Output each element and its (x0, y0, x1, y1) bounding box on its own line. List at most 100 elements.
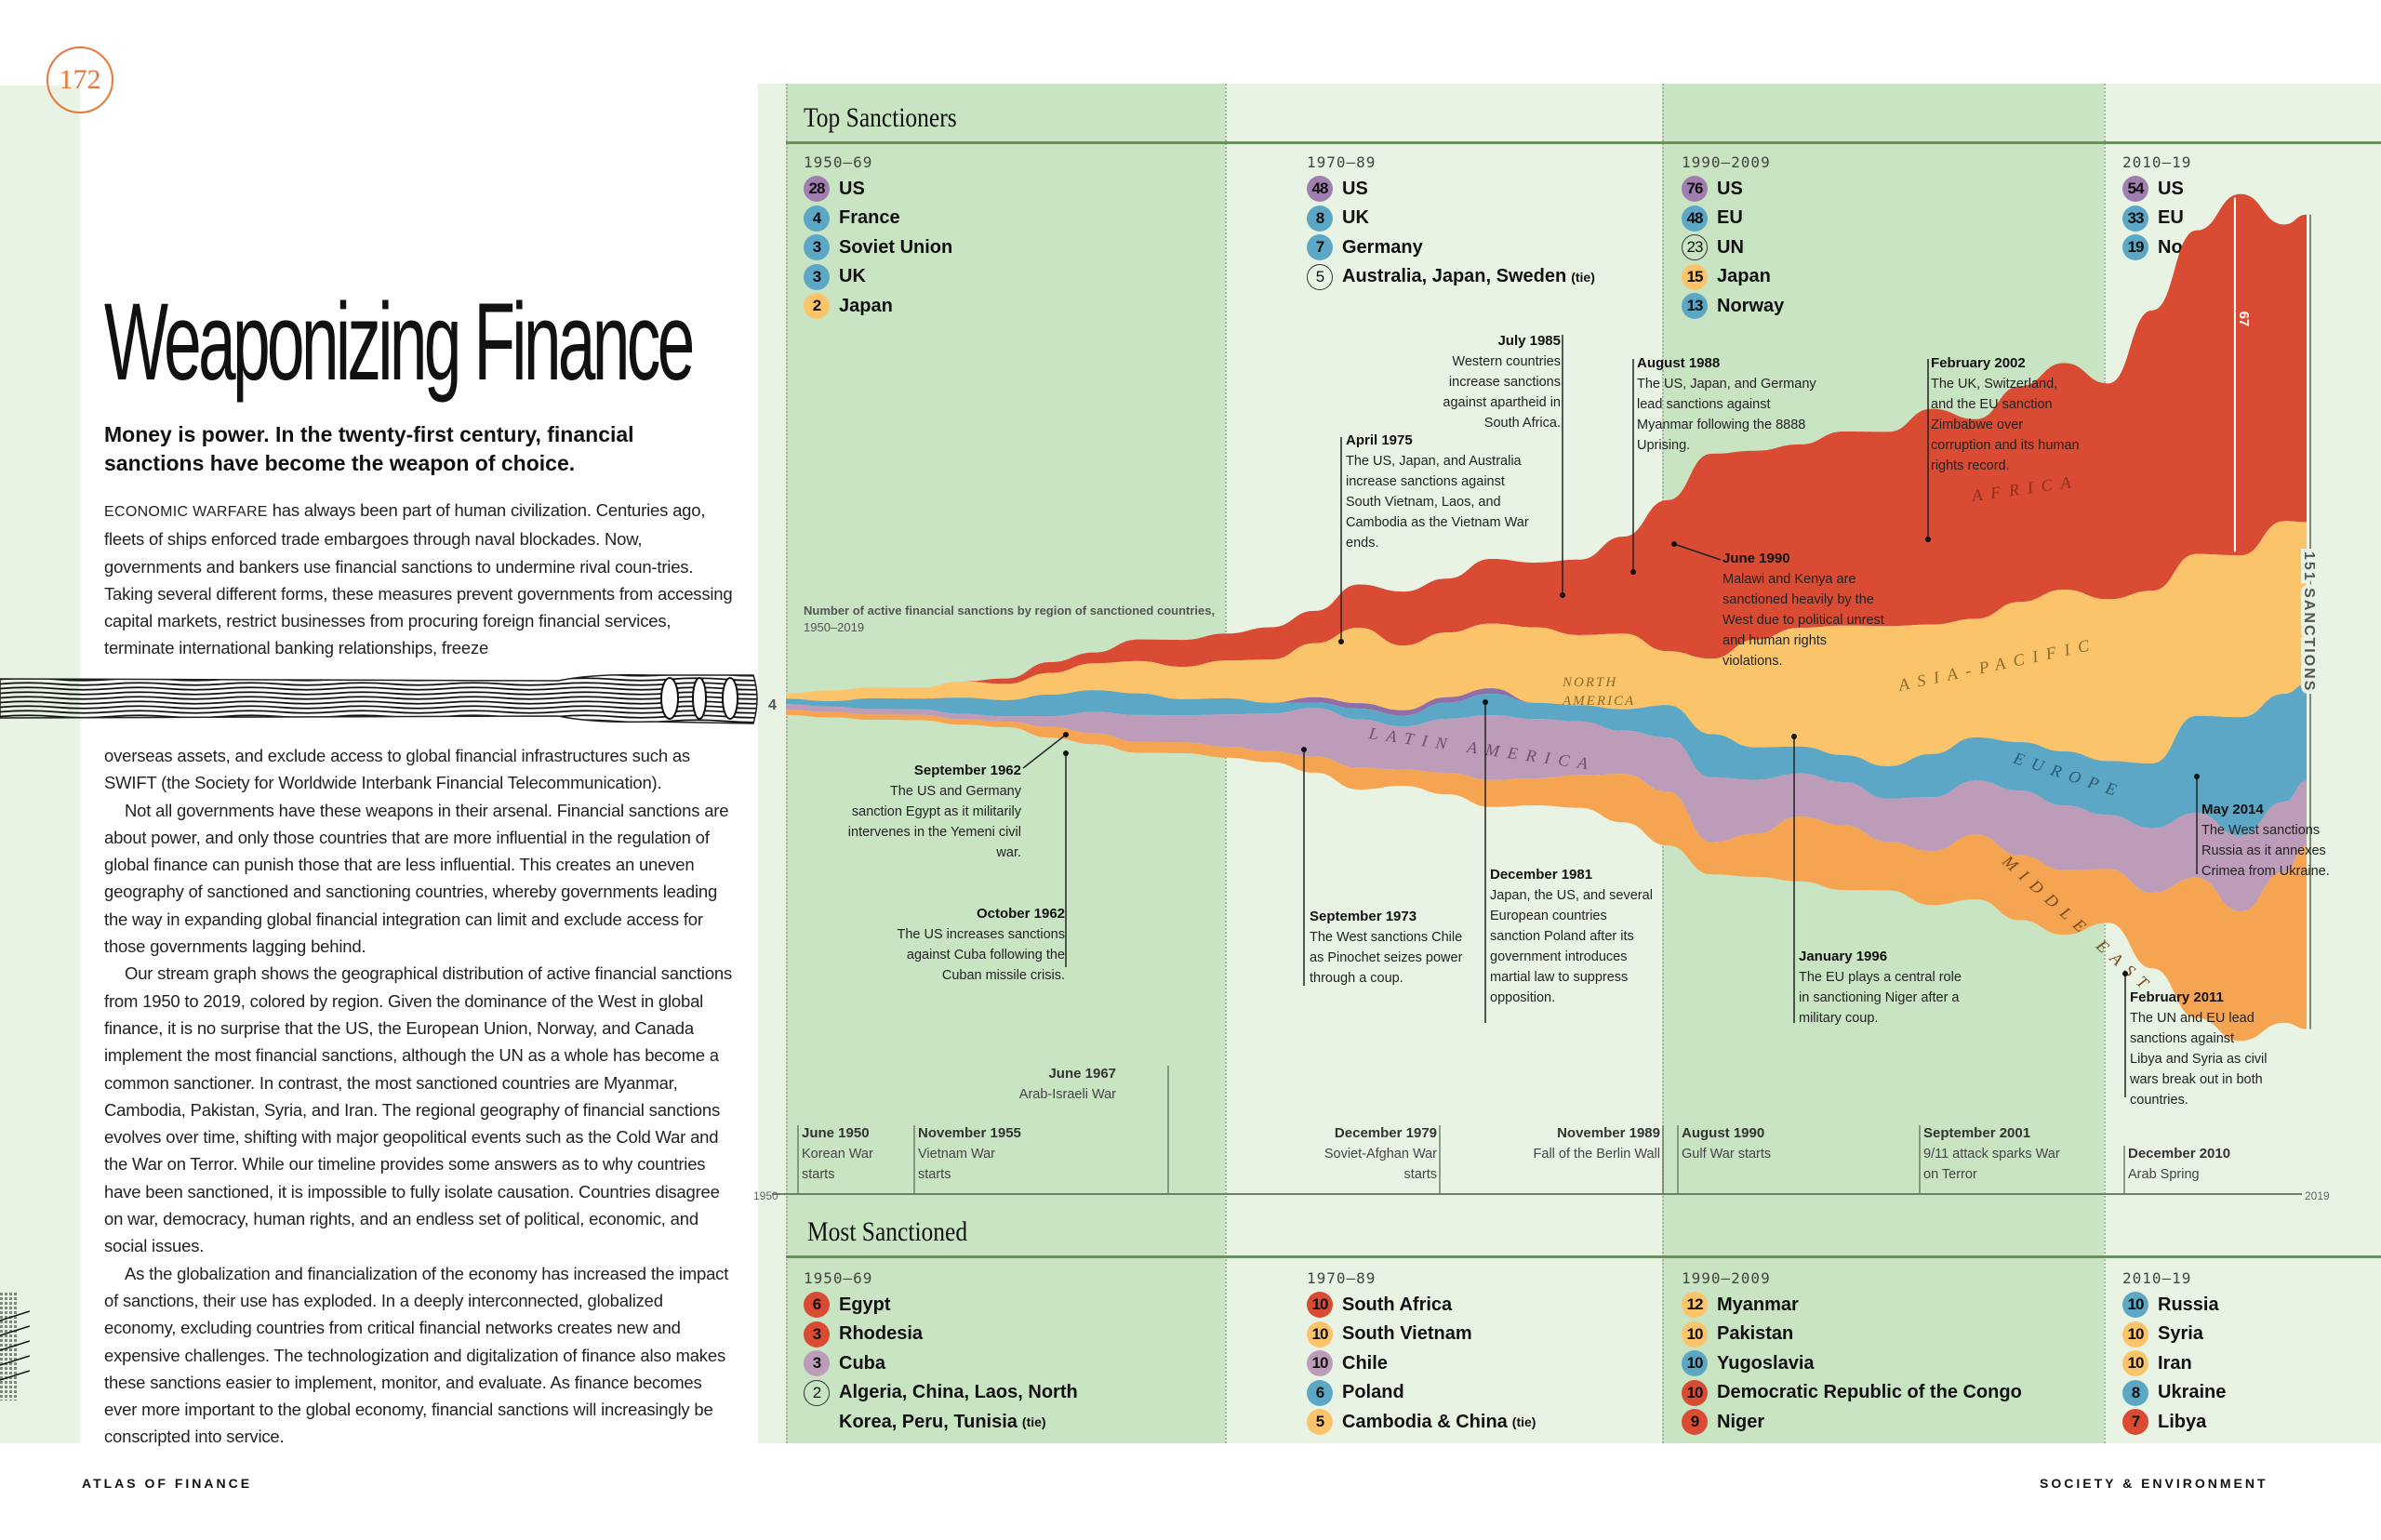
top_sanctioners-period-label: 1970–89 (1307, 153, 1377, 171)
top_sanctioners-period-label: 1990–2009 (1682, 153, 1771, 171)
most_sanctioned-list-item: 10 Iran (2122, 1350, 2192, 1376)
leader-dot (1560, 592, 1565, 598)
annotation-text: The UK, Switzerland, and the EU sanction… (1931, 377, 2080, 473)
count-badge: 3 (804, 234, 830, 260)
event-date: June 1950 (802, 1125, 870, 1141)
event-annotation: December 1981 Japan, the US, and several … (1490, 865, 1657, 1008)
leader-dot (1483, 699, 1488, 705)
top_sanctioners-list-item: 8 UK (1307, 205, 1369, 232)
timeline-event: December 1979 Soviet-Afghan War starts (1302, 1123, 1437, 1185)
stream-latin-america (786, 704, 2307, 912)
tie-label: (tie) (1571, 269, 1595, 285)
x-end-label: 2019 (2305, 1189, 2330, 1202)
country-name: Germany (1342, 236, 1423, 258)
country-name: EU (1717, 207, 1743, 228)
lead-smallcaps: ECONOMIC WARFARE (104, 504, 268, 520)
most_sanctioned-list-item: 5 Cambodia & China (tie) (1307, 1409, 1536, 1435)
top_sanctioners-period-label: 1950–69 (804, 153, 873, 171)
stream-middle-east (786, 710, 2307, 1042)
event-annotation: August 1988 The US, Japan, and Germany le… (1637, 353, 1823, 456)
timeline-event: December 2010 Arab Spring (2128, 1144, 2249, 1185)
count-badge: 3 (804, 1321, 830, 1348)
top_sanctioners-list-item: 7 Germany (1307, 234, 1423, 260)
event-text: 9/11 attack sparks War on Terror (1923, 1147, 2060, 1182)
leader-dot (2122, 971, 2128, 976)
x-start-label: 1950 (753, 1189, 778, 1202)
body-text-bottom: overseas assets, and exclude access to g… (104, 742, 737, 1451)
count-badge: 10 (1682, 1350, 1708, 1376)
country-name: Soviet Union (839, 236, 953, 258)
country-name: UK (839, 266, 866, 286)
event-annotation: June 1990 Malawi and Kenya are sanctioned… (1723, 549, 1890, 671)
count-badge: 3 (804, 263, 830, 290)
annotation-date: February 2011 (2130, 989, 2224, 1005)
leader-dot (1791, 734, 1797, 739)
count-badge: 10 (1682, 1379, 1708, 1406)
tie-label: (tie) (1511, 1414, 1536, 1429)
annotation-text: Western countries increase sanctions aga… (1443, 354, 1561, 431)
count-badge: 2 (804, 293, 830, 319)
top_sanctioners-period-label: 2010–19 (2122, 153, 2192, 171)
event-annotation: May 2014 The West sanctions Russia as it … (2201, 800, 2350, 882)
country-name: UN (1717, 236, 1744, 258)
top_sanctioners-list-item: 15 Japan (1682, 263, 1771, 290)
most_sanctioned-list-item: 3 Rhodesia (804, 1321, 923, 1348)
timeline-event: August 1990 Gulf War starts (1682, 1123, 1784, 1164)
page-title: Weaponizing Finance (104, 281, 695, 404)
count-badge: 8 (2122, 1379, 2148, 1406)
event-annotation: October 1962 The US increases sanctions a… (874, 904, 1065, 986)
top_sanctioners-list-item: 54 US (2122, 176, 2184, 202)
region-label-north-america: NORTH (1562, 675, 1617, 690)
most_sanctioned-list-item: 6 Poland (1307, 1379, 1404, 1406)
country-name: Cuba (839, 1352, 885, 1374)
leader-dot (2194, 774, 2200, 779)
page-number: 172 (47, 46, 113, 113)
count-badge: 10 (2122, 1292, 2148, 1318)
country-name: Poland (1342, 1382, 1404, 1402)
most_sanctioned-period-label: 1970–89 (1307, 1269, 1377, 1287)
count-badge: 48 (1307, 176, 1333, 202)
country-name: Pakistan (1717, 1323, 1794, 1344)
annotation-date: June 1990 (1723, 551, 1790, 566)
top_sanctioners-list-item: 3 Soviet Union (804, 234, 952, 260)
most_sanctioned-list-item: Korea, Peru, Tunisia (tie) (804, 1409, 1046, 1435)
event-annotation: February 2011 The UN and EU lead sanction… (2130, 988, 2269, 1110)
event-annotation: February 2002 The UK, Switzerland, and th… (1931, 353, 2080, 476)
country-name: Japan (839, 295, 893, 316)
top_sanctioners-list-item: 76 US (1682, 176, 1743, 202)
event-text: Gulf War starts (1682, 1147, 1772, 1162)
country-name: Myanmar (1717, 1294, 1799, 1315)
country-name: US (1717, 178, 1743, 199)
annotation-text: The West sanctions Russia as it annexes … (2201, 823, 2330, 879)
left-margin-band (0, 86, 80, 1443)
event-date: August 1990 (1682, 1125, 1765, 1141)
count-badge: 6 (804, 1292, 830, 1318)
footer-left: ATLAS OF FINANCE (82, 1476, 253, 1491)
annotation-date: February 2002 (1931, 355, 2026, 371)
event-date: December 1979 (1334, 1125, 1437, 1141)
count-badge: 15 (1682, 263, 1708, 290)
total-label: 151 SANCTIONS (2301, 551, 2317, 692)
timeline-event: June 1967 Arab-Israeli War (967, 1064, 1116, 1105)
top_sanctioners-list-item: 4 France (804, 205, 900, 232)
page-dek: Money is power. In the twenty-first cent… (104, 422, 634, 475)
country-name: Niger (1717, 1411, 1765, 1432)
body-p2: Not all governments have these weapons i… (104, 800, 729, 957)
most_sanctioned-list-item: 6 Egypt (804, 1292, 891, 1318)
count-badge: 8 (1307, 205, 1333, 232)
event-annotation: January 1996 The EU plays a central role … (1799, 947, 1966, 1029)
count-badge: 10 (2122, 1350, 2148, 1376)
country-name: EU (2158, 207, 2184, 228)
leader-dot (1925, 537, 1931, 542)
country-name: Libya (2158, 1411, 2207, 1432)
country-name: Democratic Republic of the Congo (1717, 1382, 2022, 1402)
timeline-event: September 2001 9/11 attack sparks War on … (1923, 1123, 2063, 1185)
country-name: Russia (2158, 1294, 2219, 1315)
stream-asia-pacific (786, 521, 2307, 766)
most-sanctioned-title: Most Sanctioned (807, 1216, 968, 1247)
annotation-text: The EU plays a central role in sanctioni… (1799, 970, 1962, 1026)
event-annotation: April 1975 The US, Japan, and Australia i… (1346, 431, 1532, 553)
gun-barrel-illustration (0, 673, 758, 724)
event-date: June 1967 (1048, 1066, 1116, 1082)
country-name: Cambodia & China (1342, 1411, 1508, 1432)
